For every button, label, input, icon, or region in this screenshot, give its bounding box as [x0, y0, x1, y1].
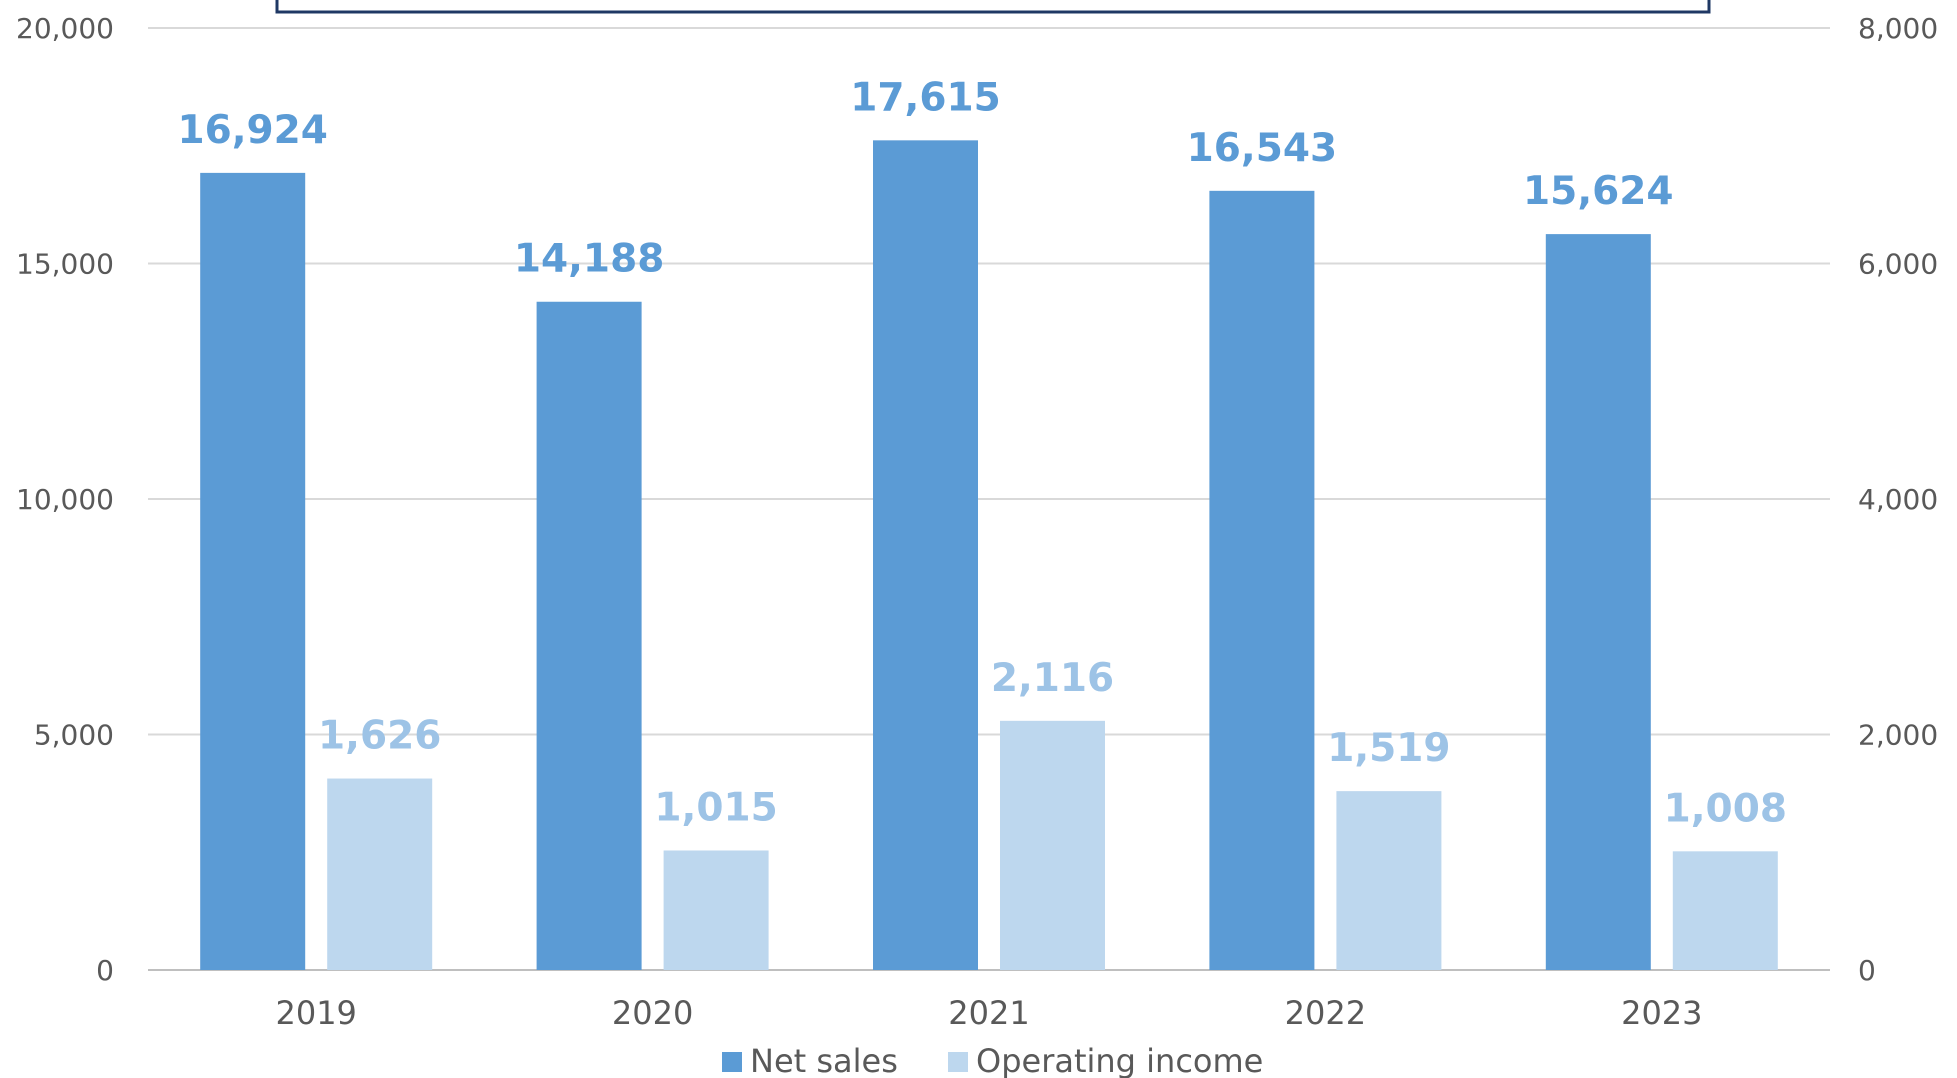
bar-operating-income	[1000, 720, 1105, 970]
data-labels: 16,924 1,626 14,188 1,015 17,615 2,116 16,543 1…	[177, 75, 1787, 831]
bar-operating-income	[663, 850, 769, 970]
data-label: 16,543	[1187, 126, 1338, 171]
data-label: 16,924	[177, 108, 328, 153]
bars	[200, 140, 1778, 971]
left-axis: 0 5,000 10,000 15,000 20,000	[16, 12, 114, 987]
category-label: 2020	[612, 994, 693, 1032]
left-axis-tick-label: 10,000	[16, 483, 114, 516]
right-axis-tick-label: 6,000	[1858, 248, 1938, 281]
bar-operating-income	[327, 778, 433, 970]
left-axis-tick-label: 20,000	[16, 12, 114, 45]
bar-net-sales	[1545, 234, 1651, 970]
bar-net-sales	[1209, 190, 1315, 970]
bar-net-sales	[536, 301, 642, 970]
title-frame	[275, 0, 1711, 14]
right-axis: 0 2,000 4,000 6,000 8,000	[1858, 12, 1938, 987]
data-label: 1,015	[654, 785, 777, 830]
bar-net-sales	[200, 172, 306, 971]
category-axis: 2019 2020 2021 2022 2023	[275, 994, 1702, 1032]
data-label: 14,188	[514, 237, 665, 282]
data-label: 1,008	[1664, 786, 1787, 831]
data-label: 1,626	[318, 714, 441, 759]
left-axis-tick-label: 0	[96, 954, 114, 987]
right-axis-tick-label: 0	[1858, 954, 1876, 987]
left-axis-tick-label: 5,000	[34, 719, 114, 752]
right-axis-tick-label: 2,000	[1858, 719, 1938, 752]
legend-label: Operating income	[976, 1042, 1263, 1078]
legend-label: Net sales	[750, 1042, 898, 1078]
data-label: 2,116	[991, 656, 1114, 701]
bar-operating-income	[1672, 851, 1778, 970]
data-label: 1,519	[1327, 726, 1450, 771]
data-label: 17,615	[850, 75, 1001, 120]
category-label: 2022	[1285, 994, 1366, 1032]
bar-net-sales	[873, 140, 978, 970]
data-label: 15,624	[1523, 169, 1674, 214]
category-label: 2023	[1621, 994, 1702, 1032]
right-axis-tick-label: 4,000	[1858, 483, 1938, 516]
category-label: 2019	[275, 994, 356, 1032]
legend-swatch	[948, 1052, 968, 1072]
bar-operating-income	[1336, 791, 1442, 970]
legend-swatch	[722, 1052, 742, 1072]
right-axis-tick-label: 8,000	[1858, 12, 1938, 45]
left-axis-tick-label: 15,000	[16, 248, 114, 281]
legend: Net sales Operating income	[722, 1042, 1263, 1078]
category-label: 2021	[948, 994, 1029, 1032]
